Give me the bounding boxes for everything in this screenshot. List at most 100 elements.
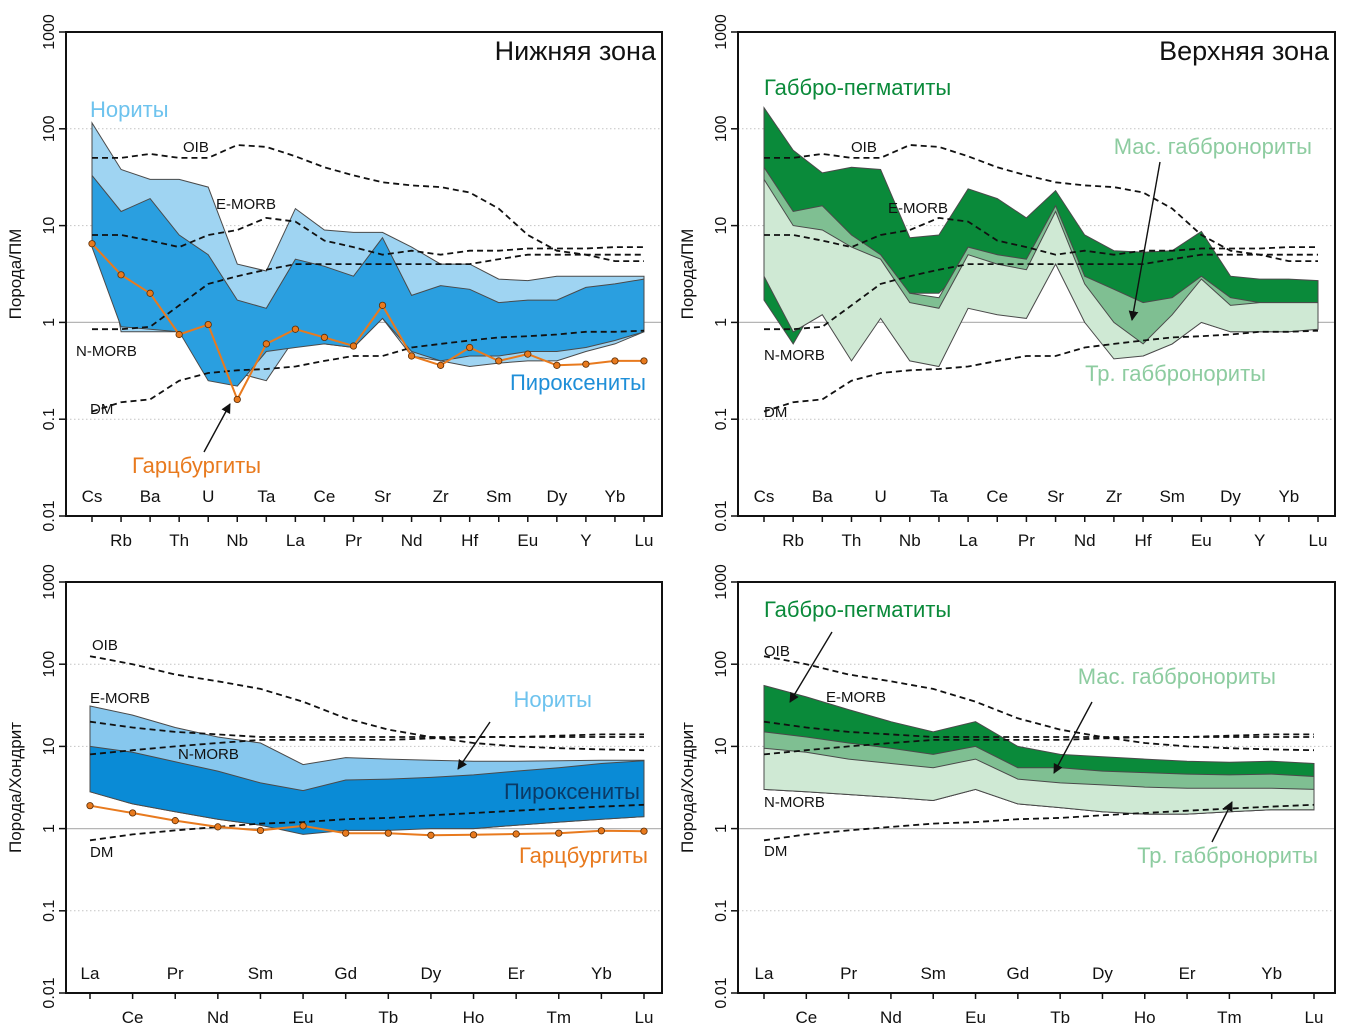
label-band-0: Габбро-пегматиты xyxy=(764,75,951,100)
label-band-1: Пироксениты xyxy=(510,370,646,395)
x-tick-label: Ho xyxy=(463,1008,485,1025)
series-point xyxy=(117,271,125,279)
x-tick-label: Lu xyxy=(1305,1008,1324,1025)
x-tick-label: U xyxy=(874,487,886,506)
series-point xyxy=(299,822,307,830)
x-tick-label: Lu xyxy=(1309,531,1328,550)
y-tick-label: 1000 xyxy=(41,564,58,600)
series-point xyxy=(146,289,154,297)
series-point xyxy=(214,823,222,831)
annotation-arrow xyxy=(1053,701,1093,774)
reference-line-n-morb xyxy=(92,253,644,331)
x-tick-label: Cs xyxy=(754,487,775,506)
x-tick-label: Tm xyxy=(1217,1008,1242,1025)
y-tick-label: 0.1 xyxy=(713,900,730,922)
y-tick-label: 100 xyxy=(41,651,58,678)
panel-title: Верхняя зона xyxy=(1159,36,1330,66)
series-point xyxy=(553,361,561,369)
chart-panel-br: 0.01 0.1 1 10 100 1000 Порода/Хондрит La Ce Pr Nd S… xyxy=(678,564,1336,1025)
series-point xyxy=(88,240,96,248)
series-point xyxy=(262,340,270,348)
x-tick-label: Er xyxy=(508,964,525,983)
x-tick-label: La xyxy=(81,964,100,983)
series-point xyxy=(256,826,265,835)
y-axis-label: Порода/Хондрит xyxy=(6,722,25,853)
reference-line-dm xyxy=(91,329,645,413)
band-2-br xyxy=(763,747,1315,815)
y-tick-label: 1000 xyxy=(713,14,730,50)
label-band-1: Пироксениты xyxy=(504,779,640,804)
label-ref-2: N-MORB xyxy=(178,746,239,763)
series-line-0 xyxy=(89,804,645,837)
series-point xyxy=(427,831,435,839)
reference-line-e-morb xyxy=(89,720,644,738)
x-tick-label: Yb xyxy=(1261,964,1282,983)
x-tick-label: Nd xyxy=(1074,531,1096,550)
y-tick-label: 0.1 xyxy=(41,408,58,430)
x-tick-label: Sr xyxy=(374,487,391,506)
x-tick-label: Eu xyxy=(1191,531,1212,550)
x-tick-label: Eu xyxy=(965,1008,986,1025)
y-tick-label: 10 xyxy=(41,217,58,235)
x-tick-label: Th xyxy=(842,531,862,550)
x-tick-label: Nd xyxy=(207,1008,229,1025)
label-ref-3: DM xyxy=(764,404,787,421)
label-band-1: Мас. габбронориты xyxy=(1114,134,1312,159)
x-tick-label: Sm xyxy=(248,964,274,983)
label-ref-1: E-MORB xyxy=(826,689,886,706)
x-tick-label: Dy xyxy=(1092,964,1113,983)
x-tick-label: Th xyxy=(169,531,189,550)
y-axis-label: Порода/ПМ xyxy=(678,229,697,320)
x-tick-label: Er xyxy=(1179,964,1196,983)
label-ref-2: N-MORB xyxy=(764,347,825,364)
x-tick-label: Dy xyxy=(546,487,567,506)
reference-line-e-morb xyxy=(763,720,1314,738)
series-point xyxy=(175,330,183,339)
y-tick-label: 0.01 xyxy=(713,977,730,1008)
plot-frame xyxy=(737,31,1336,517)
label-ref-0: OIB xyxy=(764,643,790,660)
x-tick-label: Pr xyxy=(1018,531,1035,550)
x-tick-label: Gd xyxy=(1007,964,1030,983)
reference-line-n-morb xyxy=(89,733,644,756)
x-tick-label: Sr xyxy=(1047,487,1064,506)
x-tick-label: Zr xyxy=(433,487,449,506)
reference-line-oib xyxy=(764,144,1318,262)
x-tick-label: Dy xyxy=(1220,487,1241,506)
label-band-0: Габбро-пегматиты xyxy=(764,597,951,622)
reference-line-oib xyxy=(92,144,644,262)
x-tick-label: Yb xyxy=(605,487,626,506)
annotation-arrow xyxy=(1211,801,1233,843)
y-tick-label: 1000 xyxy=(713,564,730,600)
series-point xyxy=(129,809,137,817)
series-point xyxy=(469,831,478,839)
x-tick-label: Ho xyxy=(1134,1008,1156,1025)
x-tick-label: Sm xyxy=(1159,487,1185,506)
y-tick-label: 1 xyxy=(41,318,58,327)
x-tick-label: Gd xyxy=(334,964,357,983)
x-tick-label: Y xyxy=(1254,531,1265,550)
annotation-arrow xyxy=(789,631,833,703)
reference-line-dm xyxy=(89,803,645,842)
reference-line-oib xyxy=(763,655,1315,752)
y-tick-label: 1000 xyxy=(41,14,58,50)
series-point xyxy=(349,342,358,350)
y-axis-label: Порода/ПМ xyxy=(6,229,25,320)
label-ref-3: DM xyxy=(90,844,113,861)
label-ref-1: E-MORB xyxy=(888,200,948,217)
label-band-0: Нориты xyxy=(90,97,169,122)
y-tick-label: 0.1 xyxy=(41,900,58,922)
y-tick-label: 10 xyxy=(713,217,730,235)
x-tick-label: Yb xyxy=(591,964,612,983)
reference-line-oib xyxy=(89,655,645,752)
x-tick-label: Pr xyxy=(345,531,362,550)
annotation-arrow xyxy=(203,403,231,453)
x-tick-label: Lu xyxy=(635,1008,654,1025)
x-tick-label: Tb xyxy=(378,1008,398,1025)
series-point xyxy=(86,802,94,810)
label-band-2: Тр. габбронориты xyxy=(1137,843,1318,868)
label-band-2: Тр. габбронориты xyxy=(1085,361,1266,386)
y-tick-label: 100 xyxy=(713,651,730,678)
label-ref-2: N-MORB xyxy=(76,343,137,360)
